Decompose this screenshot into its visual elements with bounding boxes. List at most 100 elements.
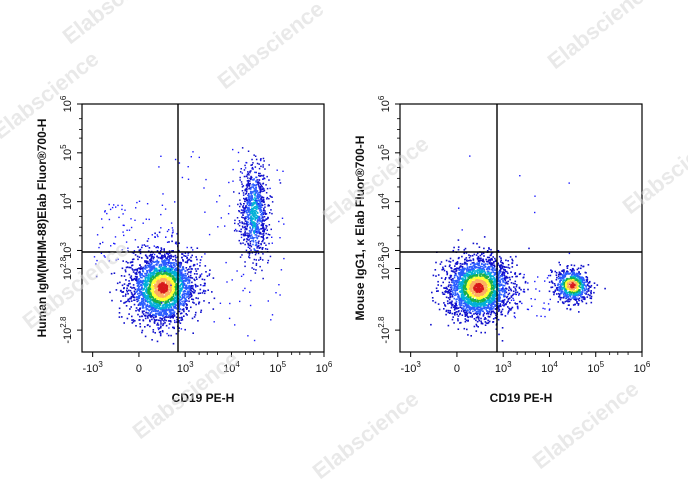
event-point: [459, 281, 461, 283]
event-point: [279, 182, 282, 184]
event-point: [249, 304, 252, 307]
event-point: [172, 273, 174, 275]
event-point: [160, 287, 162, 289]
event-point: [480, 320, 482, 323]
event-point: [252, 214, 254, 216]
event-point: [192, 332, 194, 334]
event-point: [501, 273, 503, 276]
event-point: [176, 312, 178, 315]
event-point: [255, 264, 258, 266]
event-point: [180, 303, 183, 305]
event-point: [472, 310, 474, 313]
event-point: [488, 303, 491, 305]
event-point: [139, 307, 141, 309]
event-point: [257, 245, 260, 248]
event-point: [198, 156, 200, 159]
event-point: [174, 258, 177, 261]
event-point: [257, 199, 259, 202]
event-point: [132, 320, 135, 323]
event-point: [186, 261, 189, 264]
event-point: [181, 308, 184, 311]
event-point: [469, 255, 472, 257]
event-point: [444, 278, 446, 281]
event-point: [138, 267, 140, 269]
event-point: [246, 238, 248, 240]
event-point: [187, 252, 189, 254]
event-point: [257, 192, 260, 194]
event-point: [161, 314, 164, 316]
event-point: [451, 293, 454, 296]
event-point: [247, 335, 249, 337]
event-point: [165, 324, 168, 327]
event-point: [448, 277, 451, 280]
event-point: [178, 308, 181, 311]
event-point: [448, 281, 451, 284]
event-point: [175, 276, 178, 279]
event-point: [121, 284, 124, 287]
event-point: [144, 278, 147, 280]
event-point: [478, 246, 481, 248]
event-point: [499, 269, 502, 271]
event-point: [437, 290, 439, 292]
x-tick-label: 103: [177, 360, 194, 375]
event-point: [174, 287, 176, 289]
event-point: [172, 295, 175, 297]
event-point: [444, 304, 446, 306]
event-point: [172, 231, 174, 233]
event-point: [234, 228, 237, 231]
event-point: [134, 254, 137, 256]
x-tick-label: 105: [269, 360, 286, 375]
event-point: [175, 243, 178, 245]
event-point: [172, 264, 175, 266]
event-point: [461, 270, 463, 272]
event-point: [443, 269, 446, 272]
event-point: [152, 314, 154, 317]
event-point: [256, 216, 259, 218]
event-point: [172, 250, 174, 252]
event-point: [258, 230, 260, 233]
event-point: [185, 303, 187, 305]
event-point: [131, 279, 133, 282]
event-point: [492, 310, 494, 313]
event-point: [152, 303, 155, 305]
event-point: [138, 292, 141, 295]
event-point: [168, 311, 171, 313]
event-point: [213, 297, 216, 300]
event-point: [139, 275, 142, 277]
event-point: [181, 272, 183, 274]
event-point: [175, 304, 177, 306]
event-point: [184, 301, 186, 303]
event-point: [184, 270, 186, 272]
event-point: [248, 198, 250, 200]
event-point: [497, 277, 500, 280]
event-point: [508, 310, 510, 312]
event-point: [252, 239, 255, 241]
event-point: [252, 204, 254, 206]
event-point: [156, 305, 158, 307]
event-point: [141, 311, 144, 314]
event-point: [109, 291, 111, 294]
event-point: [151, 262, 153, 265]
event-point: [208, 233, 211, 236]
event-point: [461, 272, 463, 274]
event-point: [265, 227, 268, 229]
event-point: [217, 226, 219, 228]
event-point: [255, 252, 257, 254]
event-point: [261, 190, 263, 193]
event-point: [175, 307, 177, 309]
event-point: [135, 278, 138, 280]
event-point: [240, 168, 242, 170]
event-point: [460, 299, 463, 301]
event-point: [265, 224, 267, 227]
event-point: [237, 151, 240, 154]
event-point: [165, 283, 167, 286]
event-point: [244, 231, 246, 233]
event-point: [449, 301, 451, 304]
event-point: [153, 264, 155, 267]
event-point: [257, 228, 259, 230]
event-point: [507, 264, 510, 266]
event-point: [145, 283, 148, 286]
event-point: [164, 309, 167, 311]
event-point: [150, 269, 153, 272]
event-point: [125, 266, 128, 269]
